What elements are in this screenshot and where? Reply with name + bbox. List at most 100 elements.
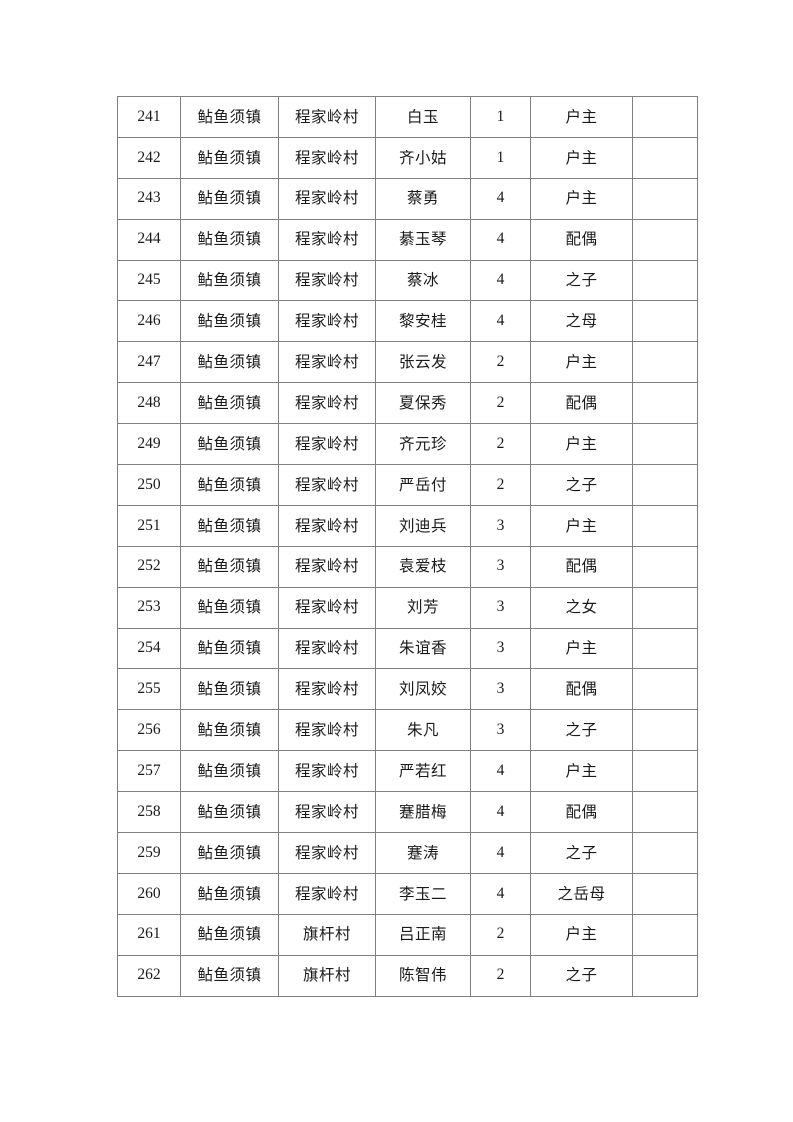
table-cell-seq: 243 — [117, 177, 181, 220]
table-cell-town: 鲇鱼须镇 — [180, 750, 279, 793]
table-cell-blank — [632, 913, 698, 956]
table-cell-relation: 户主 — [530, 341, 633, 384]
table-cell-num: 4 — [470, 750, 531, 793]
table-cell-relation: 户主 — [530, 504, 633, 547]
table-cell-seq: 252 — [117, 545, 181, 588]
table-cell-seq: 257 — [117, 750, 181, 793]
table-cell-town: 鲇鱼须镇 — [180, 627, 279, 670]
table-cell-blank — [632, 382, 698, 425]
table-cell-blank — [632, 218, 698, 261]
table-cell-name: 蔡勇 — [375, 177, 471, 220]
table-cell-blank — [632, 872, 698, 915]
table-cell-town: 鲇鱼须镇 — [180, 423, 279, 466]
table-cell-relation: 户主 — [530, 96, 633, 138]
table-cell-town: 鲇鱼须镇 — [180, 545, 279, 588]
roster-table-body: 241 鲇鱼须镇 程家岭村 白玉 1 户主 242 鲇鱼须镇 程家岭村 齐小姑 1 户主 243 鲇鱼须镇… — [117, 96, 698, 997]
table-row: 242 鲇鱼须镇 程家岭村 齐小姑 1 户主 — [117, 136, 698, 179]
table-cell-village: 程家岭村 — [278, 300, 376, 343]
table-cell-town: 鲇鱼须镇 — [180, 341, 279, 384]
table-row: 259 鲇鱼须镇 程家岭村 蹇涛 4 之子 — [117, 832, 698, 874]
table-cell-num: 4 — [470, 791, 531, 834]
table-cell-name: 蔡冰 — [375, 259, 471, 302]
table-cell-village: 程家岭村 — [278, 382, 376, 425]
table-cell-blank — [632, 627, 698, 670]
table-cell-town: 鲇鱼须镇 — [180, 832, 279, 874]
roster-table-container: 241 鲇鱼须镇 程家岭村 白玉 1 户主 242 鲇鱼须镇 程家岭村 齐小姑 1 户主 243 鲇鱼须镇… — [117, 96, 698, 997]
table-cell-town: 鲇鱼须镇 — [180, 913, 279, 956]
table-cell-relation: 配偶 — [530, 382, 633, 425]
table-cell-name: 刘凤姣 — [375, 668, 471, 711]
table-cell-town: 鲇鱼须镇 — [180, 586, 279, 629]
table-cell-relation: 户主 — [530, 136, 633, 179]
table-cell-village: 程家岭村 — [278, 668, 376, 711]
table-cell-name: 齐小姑 — [375, 136, 471, 179]
table-cell-num: 1 — [470, 96, 531, 138]
table-cell-seq: 251 — [117, 504, 181, 547]
table-cell-blank — [632, 832, 698, 874]
table-cell-seq: 250 — [117, 464, 181, 506]
table-cell-relation: 之子 — [530, 464, 633, 506]
table-cell-blank — [632, 259, 698, 302]
table-cell-village: 程家岭村 — [278, 545, 376, 588]
table-cell-name: 严若红 — [375, 750, 471, 793]
table-cell-num: 4 — [470, 177, 531, 220]
table-cell-seq: 245 — [117, 259, 181, 302]
table-cell-num: 4 — [470, 300, 531, 343]
table-cell-name: 刘迪兵 — [375, 504, 471, 547]
table-cell-num: 3 — [470, 504, 531, 547]
table-cell-village: 程家岭村 — [278, 218, 376, 261]
table-cell-town: 鲇鱼须镇 — [180, 382, 279, 425]
table-cell-relation: 之女 — [530, 586, 633, 629]
table-cell-seq: 259 — [117, 832, 181, 874]
table-cell-name: 李玉二 — [375, 872, 471, 915]
roster-table: 241 鲇鱼须镇 程家岭村 白玉 1 户主 242 鲇鱼须镇 程家岭村 齐小姑 1 户主 243 鲇鱼须镇… — [117, 96, 698, 997]
table-cell-village: 程家岭村 — [278, 791, 376, 834]
table-cell-relation: 配偶 — [530, 218, 633, 261]
table-cell-relation: 之岳母 — [530, 872, 633, 915]
table-cell-relation: 之母 — [530, 300, 633, 343]
table-cell-seq: 253 — [117, 586, 181, 629]
table-cell-town: 鲇鱼须镇 — [180, 464, 279, 506]
table-cell-name: 张云发 — [375, 341, 471, 384]
table-cell-village: 旗杆村 — [278, 954, 376, 997]
table-cell-relation: 配偶 — [530, 668, 633, 711]
table-row: 241 鲇鱼须镇 程家岭村 白玉 1 户主 — [117, 96, 698, 138]
table-cell-relation: 配偶 — [530, 791, 633, 834]
table-cell-blank — [632, 96, 698, 138]
table-cell-blank — [632, 586, 698, 629]
table-row: 262 鲇鱼须镇 旗杆村 陈智伟 2 之子 — [117, 954, 698, 997]
table-cell-village: 程家岭村 — [278, 259, 376, 302]
table-cell-name: 夏保秀 — [375, 382, 471, 425]
table-cell-name: 綦玉琴 — [375, 218, 471, 261]
table-cell-seq: 249 — [117, 423, 181, 466]
table-cell-town: 鲇鱼须镇 — [180, 709, 279, 752]
table-cell-village: 程家岭村 — [278, 750, 376, 793]
table-cell-seq: 242 — [117, 136, 181, 179]
table-cell-name: 蹇涛 — [375, 832, 471, 874]
table-cell-village: 程家岭村 — [278, 504, 376, 547]
table-cell-num: 3 — [470, 709, 531, 752]
table-cell-num: 4 — [470, 872, 531, 915]
table-cell-name: 朱谊香 — [375, 627, 471, 670]
table-row: 245 鲇鱼须镇 程家岭村 蔡冰 4 之子 — [117, 259, 698, 302]
table-cell-relation: 户主 — [530, 627, 633, 670]
table-cell-relation: 户主 — [530, 913, 633, 956]
table-cell-village: 程家岭村 — [278, 709, 376, 752]
table-cell-blank — [632, 954, 698, 997]
table-cell-village: 程家岭村 — [278, 872, 376, 915]
table-cell-num: 2 — [470, 341, 531, 384]
table-cell-blank — [632, 750, 698, 793]
table-cell-seq: 258 — [117, 791, 181, 834]
table-cell-blank — [632, 136, 698, 179]
table-cell-num: 2 — [470, 382, 531, 425]
table-cell-town: 鲇鱼须镇 — [180, 300, 279, 343]
table-cell-num: 4 — [470, 218, 531, 261]
table-cell-num: 2 — [470, 464, 531, 506]
table-cell-num: 3 — [470, 627, 531, 670]
table-cell-blank — [632, 464, 698, 506]
table-cell-village: 程家岭村 — [278, 832, 376, 874]
table-cell-num: 2 — [470, 954, 531, 997]
table-cell-blank — [632, 668, 698, 711]
table-cell-town: 鲇鱼须镇 — [180, 504, 279, 547]
table-cell-relation: 户主 — [530, 177, 633, 220]
